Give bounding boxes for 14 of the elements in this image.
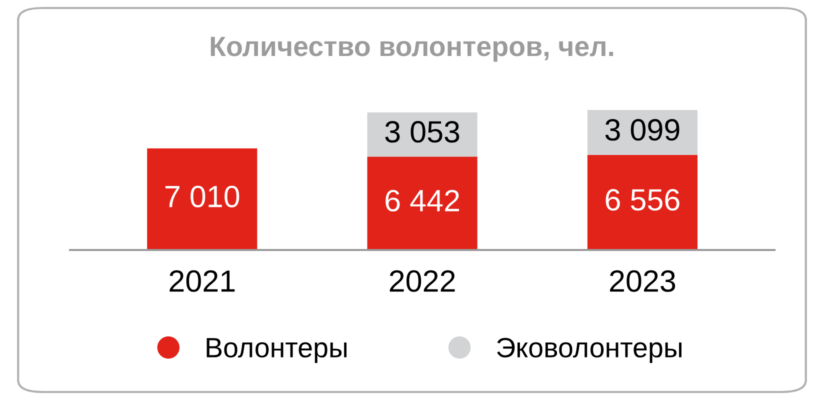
x-tick-label: 2022	[390, 270, 455, 292]
x-tick-label: 2021	[170, 270, 235, 292]
data-label: 6 442	[386, 190, 459, 212]
legend-label: Волонтеры	[206, 338, 347, 363]
data-label: 6 556	[606, 189, 680, 211]
bar	[147, 148, 258, 250]
chart-title: Количество волонтеров, чел.	[210, 36, 614, 62]
legend-label: Эковолонтеры	[497, 338, 682, 363]
data-label: 3 099	[605, 119, 680, 141]
data-label: 7 010	[165, 186, 240, 208]
bar	[587, 154, 698, 250]
x-tick-label: 2023	[610, 270, 676, 292]
bar	[367, 156, 478, 250]
data-label: 3 053	[385, 121, 460, 143]
